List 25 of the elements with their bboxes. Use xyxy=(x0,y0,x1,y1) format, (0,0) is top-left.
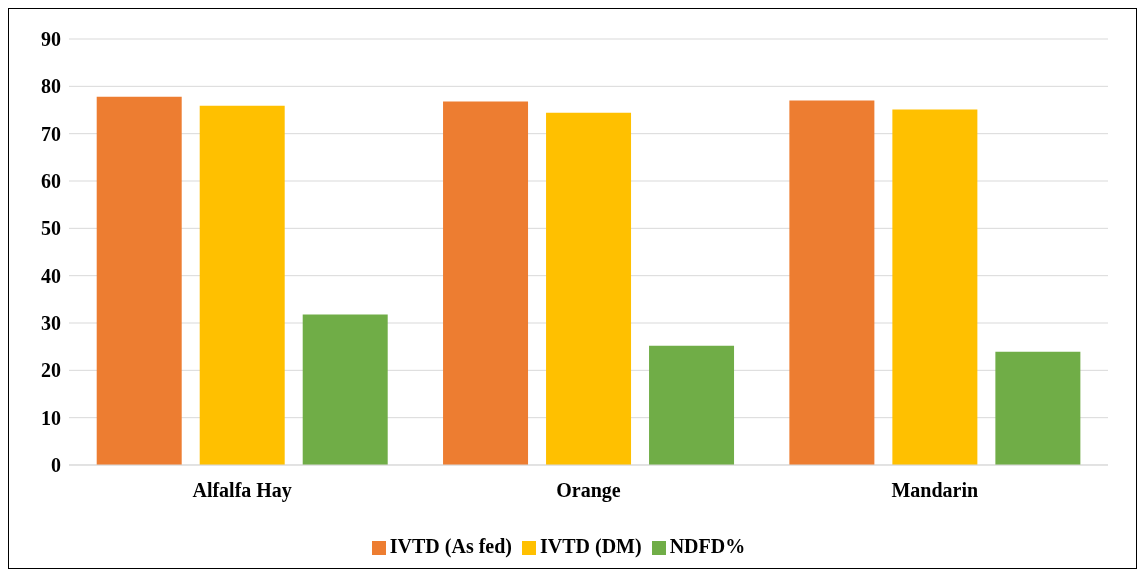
legend-label: IVTD (As fed) xyxy=(389,535,512,557)
bar xyxy=(96,96,182,465)
y-tick-label: 40 xyxy=(41,264,61,287)
bar xyxy=(789,100,875,465)
legend-label: IVTD (DM) xyxy=(540,535,642,557)
x-tick-label: Mandarin xyxy=(891,479,979,502)
y-tick-label: 10 xyxy=(41,406,61,429)
y-tick-label: 60 xyxy=(41,170,61,193)
y-tick-label: 30 xyxy=(41,312,61,335)
x-tick-label: Alfalfa Hay xyxy=(192,479,292,503)
bar xyxy=(995,351,1081,465)
bar xyxy=(443,101,529,465)
y-tick-label: 70 xyxy=(41,122,61,145)
y-tick-label: 0 xyxy=(51,454,61,477)
y-tick-label: 50 xyxy=(41,217,61,240)
bar xyxy=(892,109,978,465)
y-tick-label: 80 xyxy=(41,75,61,98)
bar xyxy=(649,345,735,465)
y-tick-label: 20 xyxy=(41,359,61,382)
bar xyxy=(546,112,632,465)
legend-label: NDFD% xyxy=(669,535,746,557)
y-tick-label: 90 xyxy=(41,28,61,51)
x-tick-label: Orange xyxy=(556,479,621,503)
bar xyxy=(302,314,388,465)
bar xyxy=(199,105,285,465)
